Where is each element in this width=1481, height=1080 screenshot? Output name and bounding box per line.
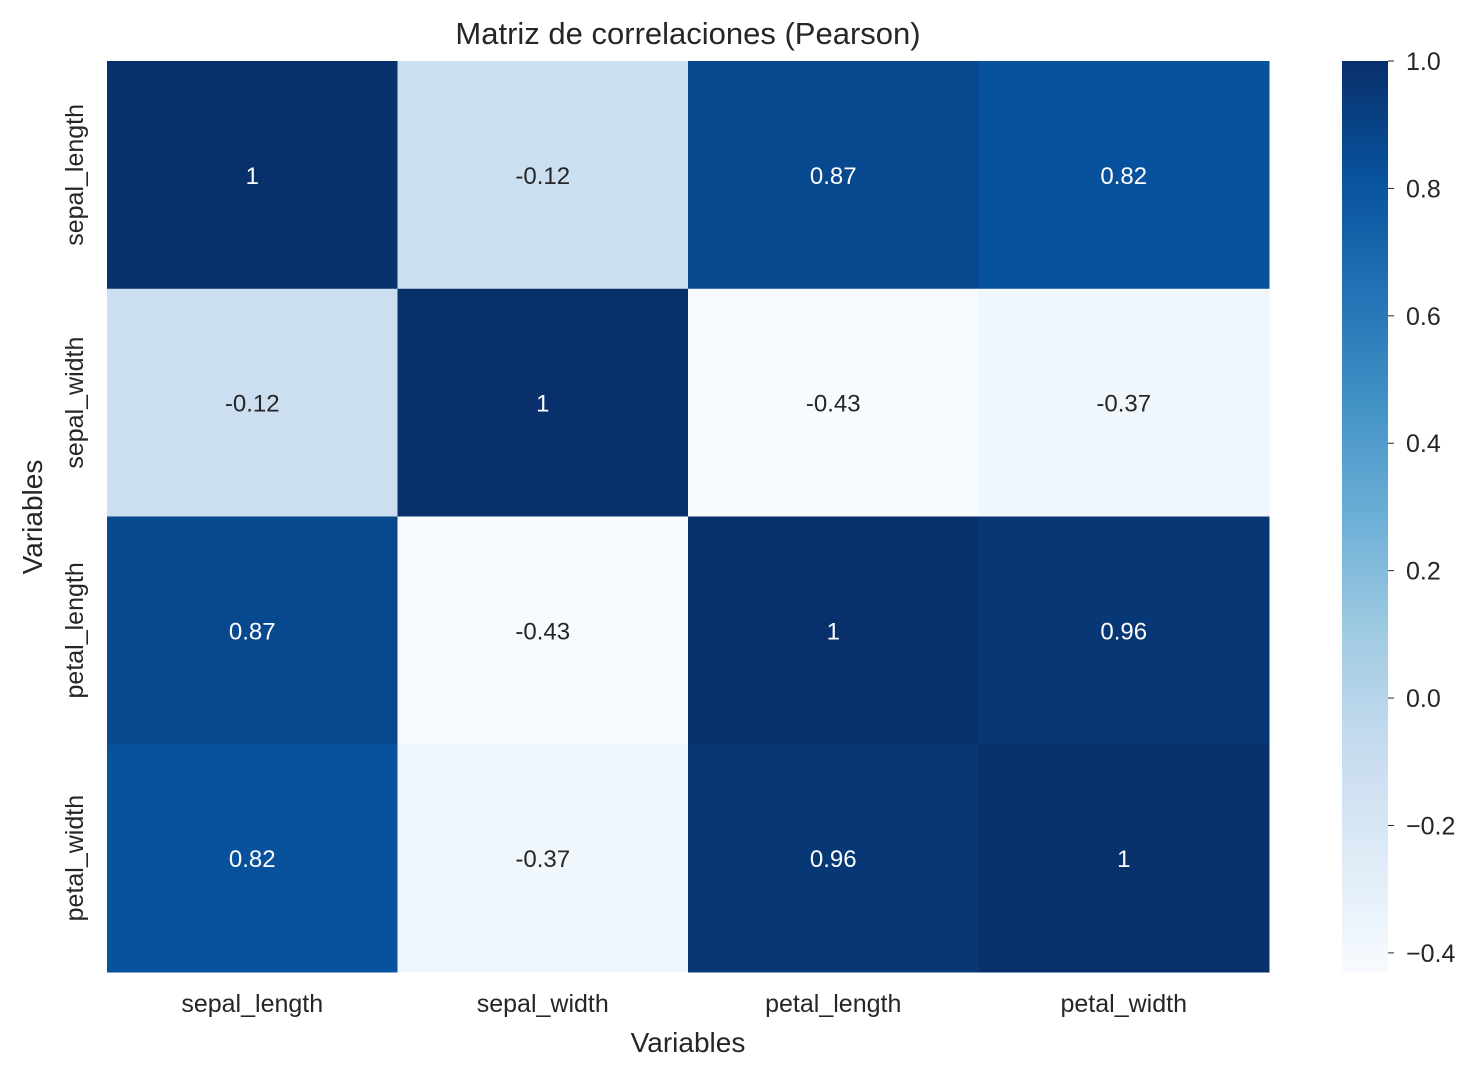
y-tick-label: sepal_length [61, 104, 89, 246]
heatmap-cell [978, 288, 1270, 517]
heatmap-cell [397, 288, 689, 517]
heatmap-cell [107, 516, 398, 745]
x-tick-label: sepal_length [181, 990, 323, 1018]
cell-value-label: 0.82 [1100, 163, 1147, 190]
cell-value-label: 1 [536, 391, 549, 418]
colorbar-tick-label: 0.0 [1406, 685, 1441, 713]
cell-value-label: -0.37 [1096, 391, 1151, 418]
y-tick-label: petal_width [61, 795, 89, 921]
heatmap-cell [978, 516, 1270, 745]
heatmap-cell [107, 61, 398, 290]
heatmap-cell [107, 744, 398, 973]
cell-value-label: -0.43 [515, 618, 570, 645]
cell-value-label: 1 [1117, 846, 1130, 873]
heatmap-cell [688, 516, 979, 745]
x-tick-label: petal_width [1061, 990, 1187, 1018]
cell-value-label: 0.87 [229, 618, 276, 645]
x-tick-label: petal_length [765, 990, 901, 1018]
heatmap-cell [688, 61, 979, 290]
x-tick-label: sepal_width [477, 990, 609, 1018]
y-tick-label: petal_length [61, 562, 89, 698]
heatmap-cell [397, 516, 689, 745]
cell-value-label: 0.82 [229, 846, 276, 873]
x-axis-label: Variables [631, 1027, 746, 1058]
heatmap-cell [397, 61, 689, 290]
cell-value-label: 0.96 [1100, 618, 1147, 645]
chart-title: Matriz de correlaciones (Pearson) [455, 16, 920, 51]
colorbar-tick-label: 0.8 [1406, 175, 1441, 203]
heatmap-cell [978, 744, 1270, 973]
cell-value-label: 0.96 [810, 846, 857, 873]
colorbar-tick-label: 0.2 [1406, 558, 1441, 586]
colorbar-ticks: 1.0 0.8 0.6 0.4 0.2 0.0 −0.2 −0.4 [1388, 48, 1455, 968]
cell-value-label: -0.12 [225, 391, 280, 418]
cell-value-label: 1 [246, 163, 259, 190]
cell-value-label: -0.43 [806, 391, 861, 418]
cell-value-label: 1 [827, 618, 840, 645]
x-tick-labels: sepal_length sepal_width petal_length petal… [181, 990, 1187, 1018]
heatmap-cells: 1 -0.12 0.87 0.82 -0.12 1 -0.43 -0.37 0.87 -0.43 1… [107, 61, 1270, 973]
colorbar-gradient [1342, 61, 1388, 972]
colorbar-tick-label: −0.4 [1406, 940, 1455, 968]
colorbar-tick-label: 0.4 [1406, 430, 1441, 458]
colorbar-tick-label: 1.0 [1406, 48, 1441, 76]
heatmap-cell [397, 744, 689, 973]
cell-value-label: -0.37 [515, 846, 570, 873]
heatmap-cell [688, 744, 979, 973]
cell-value-label: 0.87 [810, 163, 857, 190]
heatmap-cell [688, 288, 979, 517]
colorbar-tick-label: −0.2 [1406, 812, 1455, 840]
colorbar-tick-label: 0.6 [1406, 303, 1441, 331]
y-tick-label: sepal_width [61, 337, 89, 469]
heatmap-cell [107, 288, 398, 517]
cell-value-label: -0.12 [515, 163, 570, 190]
y-axis-label: Variables [17, 460, 48, 575]
colorbar: 1.0 0.8 0.6 0.4 0.2 0.0 −0.2 −0.4 [1342, 48, 1455, 972]
heatmap-cell [978, 61, 1270, 290]
y-tick-labels: sepal_length sepal_width petal_lengthpetal… [61, 104, 89, 921]
